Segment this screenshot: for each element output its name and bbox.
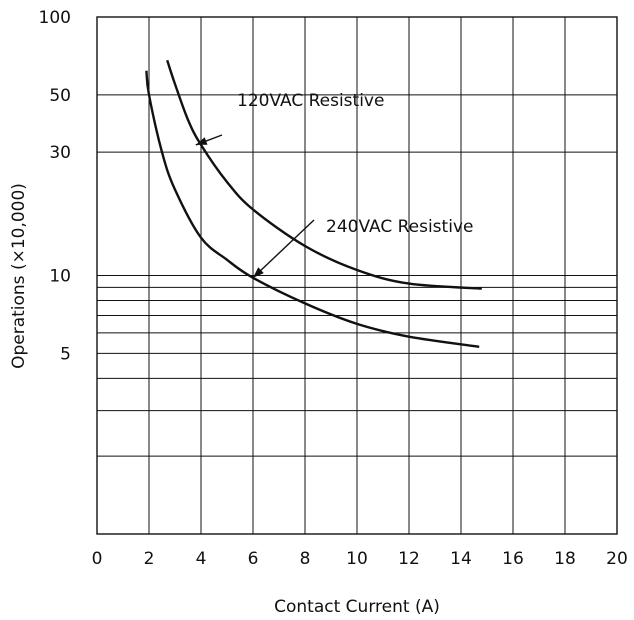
- x-tick-label: 8: [300, 549, 311, 569]
- plot-frame: [96, 16, 618, 535]
- x-tick-label: 2: [144, 549, 155, 569]
- annotation-arrow-line: [252, 219, 315, 279]
- x-tick-label: 4: [196, 549, 207, 569]
- y-tick-labels: 100 50 30 10 5: [39, 8, 71, 364]
- y-tick-label: 100: [39, 8, 71, 28]
- annotation-arrowhead: [253, 267, 264, 278]
- annotation-arrowhead: [195, 137, 208, 145]
- x-tick-label: 0: [92, 549, 103, 569]
- annotation-label: 120VAC Resistive: [237, 91, 384, 111]
- y-tick-label: 10: [49, 267, 71, 287]
- x-tick-label: 16: [502, 549, 524, 569]
- series-line: [145, 70, 480, 348]
- x-tick-labels: 0 2 4 6 8 10 12 14 16 18 20: [92, 549, 628, 569]
- y-tick-label: 30: [49, 143, 71, 163]
- x-tick-label: 12: [398, 549, 420, 569]
- x-tick-label: 18: [554, 549, 576, 569]
- y-tick-label: 50: [49, 86, 71, 106]
- x-tick-label: 10: [346, 549, 368, 569]
- x-tick-label: 6: [248, 549, 259, 569]
- x-axis-label: Contact Current (A): [274, 597, 440, 617]
- grid: [97, 17, 617, 534]
- series-line: [166, 59, 482, 290]
- y-axis-label: Operations (×10,000): [9, 183, 29, 369]
- series-group: [145, 59, 482, 348]
- x-tick-label: 20: [606, 549, 628, 569]
- y-tick-label: 5: [60, 344, 71, 364]
- annotation-label: 240VAC Resistive: [326, 217, 473, 237]
- x-tick-label: 14: [450, 549, 472, 569]
- annotations: 120VAC Resistive 240VAC Resistive: [195, 91, 473, 279]
